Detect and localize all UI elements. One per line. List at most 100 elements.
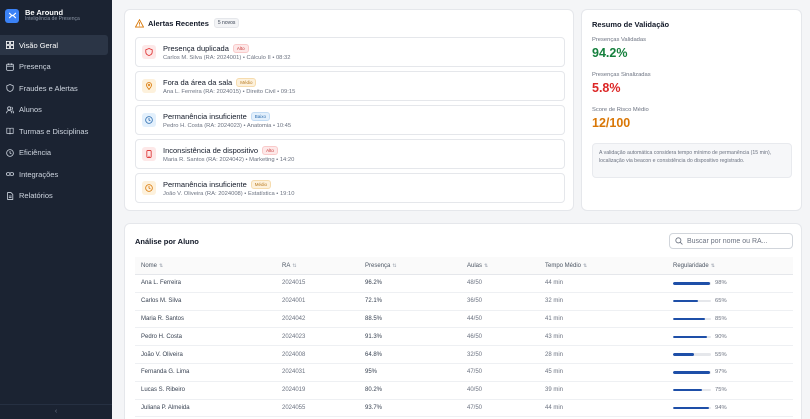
clock-icon [142, 113, 156, 127]
search-input[interactable] [687, 237, 787, 245]
activity-icon [5, 148, 14, 157]
student-classes: 47/50 [467, 404, 483, 411]
regularity-bar-fill [673, 282, 711, 285]
pin-icon [142, 79, 156, 93]
regularity-bar-fill [673, 299, 698, 303]
student-name: João V. Oliveira [141, 351, 183, 358]
alert-item[interactable]: Permanência insuficiente Médio João V. O… [135, 173, 565, 203]
regularity-value: 97% [715, 369, 727, 376]
regularity-bar [673, 371, 711, 374]
student-avg-time: 44 min [545, 280, 564, 287]
regularity-bar-fill [673, 406, 709, 410]
column-header-tempo-medio[interactable]: Tempo Médio ⇅ [545, 262, 588, 269]
alerts-title: Alertas Recentes [148, 18, 209, 28]
regularity-bar-fill [673, 371, 710, 374]
file-icon [5, 191, 14, 200]
student-name: Lucas S. Ribeiro [141, 387, 186, 394]
table-row[interactable]: João V. Oliveira 2024008 64.8% 32/50 28 … [135, 346, 793, 364]
alert-item[interactable]: Permanência insuficiente Baixo Pedro H. … [135, 105, 565, 135]
column-header-regularidade[interactable]: Regularidade ⇅ [673, 262, 715, 269]
flagged-value: 5.8% [592, 81, 621, 95]
regularity-bar [673, 317, 711, 321]
student-classes: 36/50 [467, 298, 483, 305]
sidebar-item-integracoes[interactable]: Integrações [0, 164, 108, 184]
sidebar-item-alunos[interactable]: Alunos [0, 100, 108, 120]
regularity-value: 55% [715, 351, 727, 358]
table-row[interactable]: Lucas S. Ribeiro 2024019 80.2% 40/50 39 … [135, 382, 793, 400]
severity-badge: Médio [250, 179, 272, 189]
severity-badge: Alto [262, 145, 278, 155]
sidebar-item-label: Fraudes e Alertas [19, 83, 78, 93]
student-presence: 72.1% [365, 298, 383, 305]
student-avg-time: 41 min [545, 315, 564, 322]
sidebar-item-eficiencia[interactable]: Eficiência [0, 143, 108, 163]
alert-item[interactable]: Inconsistência de dispositivo Alto Maria… [135, 139, 565, 169]
table-row[interactable]: Pedro H. Costa 2024023 91.3% 46/50 43 mi… [135, 328, 793, 347]
table-title: Análise por Aluno [135, 237, 199, 246]
student-classes: 46/50 [467, 333, 483, 340]
sidebar: Be Around Inteligência de Presença Visão… [0, 0, 112, 419]
regularity-bar-fill [673, 353, 694, 356]
calendar-icon [5, 62, 14, 71]
validation-note: A validação automática considera tempo m… [592, 143, 792, 178]
brand[interactable]: Be Around Inteligência de Presença [0, 0, 112, 26]
table-row[interactable]: Maria R. Santos 2024042 88.5% 44/50 41 m… [135, 311, 793, 329]
sidebar-item-label: Eficiência [19, 148, 52, 157]
alert-detail: Pedro H. Costa (RA: 2024023) • Anatomia … [163, 122, 292, 129]
student-avg-time: 39 min [545, 387, 564, 394]
table-row[interactable]: Carlos M. Silva 2024001 72.1% 36/50 32 m… [135, 293, 793, 311]
student-regularity: 97% [667, 369, 793, 375]
alerts-count-badge: 5 novos [213, 18, 240, 28]
sidebar-item-turmas[interactable]: Turmas e Disciplinas [0, 121, 108, 141]
alert-title: Fora da área da sala [163, 77, 233, 87]
student-regularity: 94% [667, 405, 793, 411]
sidebar-item-visao-geral[interactable]: Visão Geral [0, 35, 108, 55]
alert-detail: Maria R. Santos (RA: 2024042) • Marketin… [163, 156, 295, 163]
student-name: Carlos M. Silva [141, 298, 182, 305]
student-presence: 88.5% [365, 315, 383, 322]
regularity-bar [673, 353, 711, 356]
risk-value: 12/100 [592, 116, 631, 130]
alert-item[interactable]: Fora da área da sala Médio Ana L. Ferrei… [135, 71, 565, 101]
sidebar-item-label: Presença [19, 62, 51, 71]
grid-icon [5, 41, 14, 50]
regularity-bar [673, 282, 711, 285]
student-avg-time: 44 min [545, 404, 564, 411]
table-row[interactable]: Juliana P. Almeida 2024055 93.7% 47/50 4… [135, 400, 793, 418]
alert-title: Presença duplicada [163, 43, 229, 53]
sidebar-item-relatorios[interactable]: Relatórios [0, 186, 108, 206]
student-name: Pedro H. Costa [141, 333, 183, 340]
regularity-bar [673, 299, 711, 303]
column-header-nome[interactable]: Nome ⇅ [141, 262, 164, 269]
student-ra: 2024042 [282, 315, 306, 322]
table-row[interactable]: Fernanda G. Lima 2024031 95% 47/50 45 mi… [135, 364, 793, 382]
summary-title: Resumo de Validação [592, 20, 670, 29]
column-header-presenca[interactable]: Presença ⇅ [365, 262, 397, 269]
severity-badge: Alto [232, 43, 249, 53]
severity-badge: Médio [236, 77, 257, 87]
sidebar-nav: Visão Geral Presença Fraudes e Alertas A… [0, 35, 112, 206]
search-box[interactable] [669, 233, 793, 249]
logo-icon [5, 8, 19, 23]
sort-icon: ⇅ [159, 262, 164, 269]
column-header-ra[interactable]: RA ⇅ [282, 262, 297, 269]
student-avg-time: 28 min [545, 351, 564, 358]
phone-icon [142, 147, 156, 161]
sidebar-item-fraudes[interactable]: Fraudes e Alertas [0, 78, 108, 98]
column-header-aulas[interactable]: Aulas ⇅ [467, 262, 489, 269]
regularity-value: 85% [715, 315, 727, 322]
sidebar-item-presenca[interactable]: Presença [0, 57, 108, 77]
collapse-sidebar-button[interactable]: ‹ [0, 404, 112, 415]
student-name: Maria R. Santos [141, 315, 185, 322]
alert-item[interactable]: Presença duplicada Alto Carlos M. Silva … [135, 37, 565, 67]
warning-icon [134, 18, 145, 28]
table-row[interactable]: Ana L. Ferreira 2024015 96.2% 48/50 44 m… [135, 275, 793, 293]
student-regularity: 90% [667, 334, 793, 340]
student-ra: 2024001 [282, 298, 306, 305]
alert-detail: Ana L. Ferreira (RA: 2024015) • Direito … [163, 88, 296, 95]
student-presence: 96.2% [365, 280, 383, 287]
regularity-bar-fill [673, 317, 706, 321]
table-header-row: Nome ⇅ RA ⇅ Presença ⇅ Aulas ⇅ Tempo Médio ⇅ … [135, 257, 793, 275]
student-ra: 2024015 [282, 280, 306, 287]
validated-label: Presenças Validadas [592, 37, 647, 43]
